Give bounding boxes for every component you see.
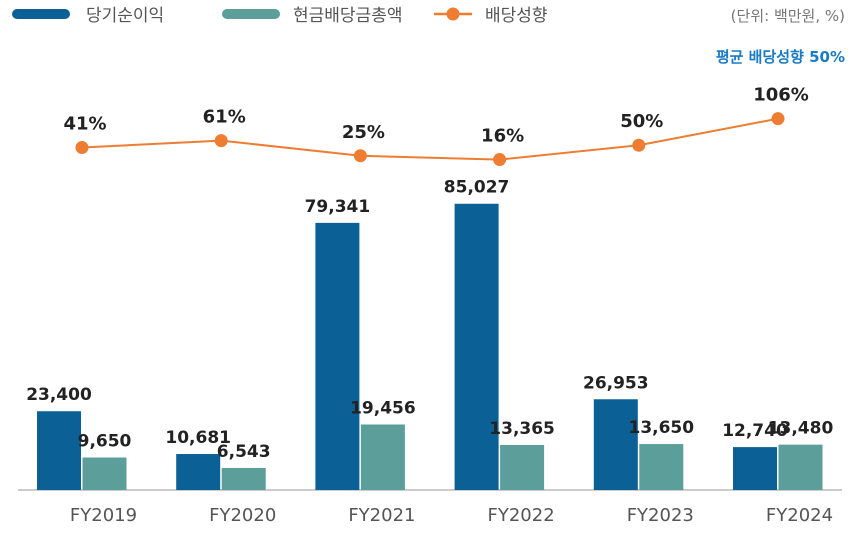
payout-ratio-label: 25% [342, 122, 385, 143]
x-tick-label: FY2020 [209, 505, 276, 526]
label-total-cash-dividends: 9,650 [78, 432, 132, 452]
x-tick-labels: FY2019 FY2020 FY2021 FY2022 FY2023 FY2024 [70, 505, 833, 526]
bar-total-cash-dividends [82, 457, 127, 490]
payout-ratio-point [353, 149, 367, 163]
label-net-income: 26,953 [583, 373, 649, 393]
unit-note: (단위: 백만원, %) [731, 7, 845, 25]
payout-ratio-line-layer: 41% 61% 25% 16% 50% 106% [63, 85, 809, 167]
legend-item-net-income: 당기순이익 [12, 6, 164, 26]
payout-ratio-label: 41% [63, 114, 106, 135]
x-tick-label: FY2023 [627, 505, 694, 526]
payout-ratio-label: 50% [620, 111, 663, 132]
label-net-income: 12,740 [722, 421, 788, 441]
bar-net-income [733, 447, 777, 490]
legend-item-payout-ratio: 배당성향 [434, 6, 548, 26]
bar-net-income [176, 454, 221, 490]
bar-total-cash-dividends [360, 424, 405, 490]
bar-total-cash-dividends [778, 444, 823, 490]
label-net-income: 23,400 [26, 385, 92, 405]
payout-ratio-point [632, 138, 646, 152]
bar-net-income [593, 399, 638, 490]
payout-ratio-label: 106% [753, 85, 809, 106]
bar-net-income [37, 411, 81, 490]
label-net-income: 79,341 [305, 197, 371, 217]
legend-label-payout-ratio: 배당성향 [485, 6, 548, 26]
payout-ratio-label: 16% [481, 126, 524, 147]
x-tick-label: FY2019 [70, 505, 137, 526]
payout-ratio-label: 61% [203, 107, 246, 128]
payout-ratio-point [75, 141, 89, 155]
average-payout-note: 평균 배당성향 50% [716, 48, 845, 66]
legend-marker-payout-ratio [446, 7, 460, 21]
legend-swatch-total-cash-dividends [222, 9, 280, 19]
legend-label-net-income: 당기순이익 [86, 6, 164, 26]
payout-ratio-point [771, 112, 785, 126]
legend-label-total-cash-dividends: 현금배당금총액 [293, 6, 402, 26]
bar-net-income [454, 203, 499, 490]
payout-ratio-point [214, 134, 228, 148]
x-tick-label: FY2022 [488, 505, 555, 526]
label-net-income: 85,027 [444, 178, 510, 198]
bar-total-cash-dividends [221, 467, 266, 490]
bar-total-cash-dividends [500, 445, 545, 490]
x-tick-label: FY2024 [766, 505, 833, 526]
bar-total-cash-dividends [639, 444, 684, 490]
payout-ratio-line [81, 117, 779, 161]
bar-net-income [315, 222, 360, 490]
label-net-income: 10,681 [165, 428, 231, 448]
bars-layer [37, 203, 823, 490]
x-tick-label: FY2021 [348, 505, 415, 526]
payout-ratio-point [493, 153, 507, 167]
legend-item-total-cash-dividends: 현금배당금총액 [222, 6, 402, 26]
label-total-cash-dividends: 6,543 [217, 442, 271, 462]
legend: 당기순이익 현금배당금총액 배당성향 [12, 6, 548, 26]
label-total-cash-dividends: 13,480 [768, 419, 834, 439]
label-total-cash-dividends: 19,456 [350, 398, 416, 418]
label-total-cash-dividends: 13,365 [489, 419, 555, 439]
legend-swatch-net-income [12, 9, 70, 19]
label-total-cash-dividends: 13,650 [628, 418, 694, 438]
